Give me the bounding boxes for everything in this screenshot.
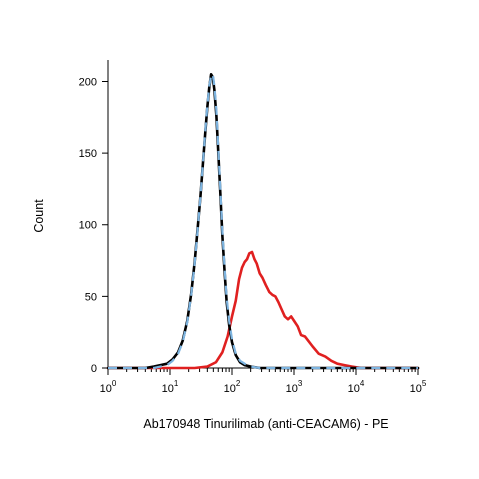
y-axis-title: Count [32, 199, 46, 233]
series-line-1 [106, 250, 420, 370]
x-ticks: 100 101 102 103 104 105 [100, 368, 427, 395]
y-tick-label: 200 [79, 76, 97, 88]
series-line-3 [108, 73, 418, 370]
x-tick-label: 102 [224, 379, 241, 395]
y-tick-label: 150 [79, 148, 97, 160]
series-group [106, 73, 420, 370]
y-ticks: 0 50 100 150 200 [79, 76, 108, 375]
y-tick-label: 50 [85, 291, 97, 303]
x-tick-label: 101 [162, 379, 179, 395]
series-line-2 [106, 73, 420, 370]
y-tick-label: 100 [79, 220, 97, 232]
y-tick-label: 0 [91, 363, 97, 375]
x-tick-label: 103 [286, 379, 303, 395]
x-tick-label: 104 [348, 379, 365, 395]
x-tick-label: 100 [100, 379, 117, 395]
x-tick-label: 105 [410, 379, 427, 395]
x-axis-title: Ab170948 Tinurilimab (anti-CEACAM6) - PE [143, 417, 388, 431]
